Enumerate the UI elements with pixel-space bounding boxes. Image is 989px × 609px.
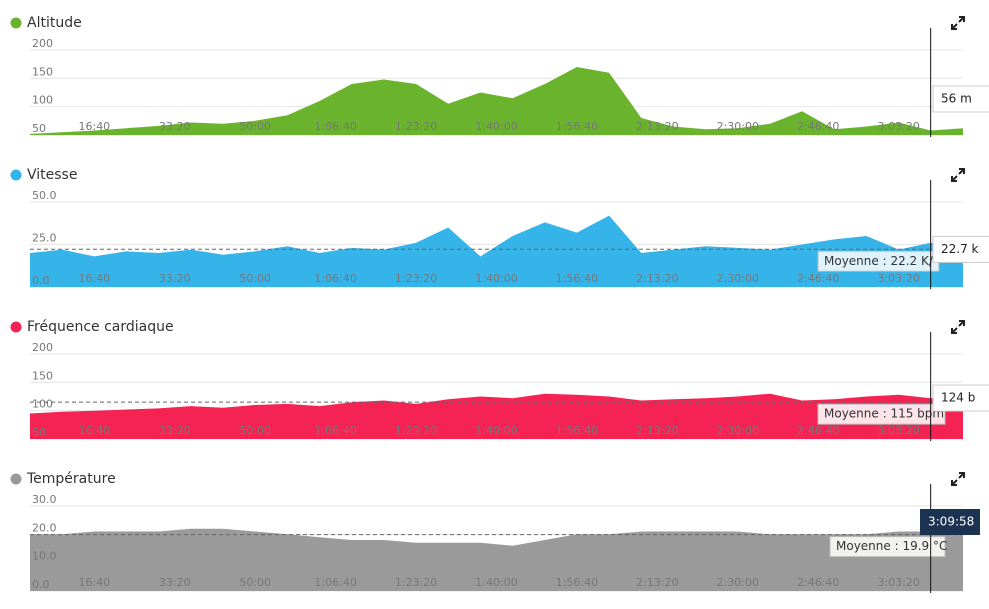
x-tick-label: 1:40:00 [475,576,517,589]
x-tick-label: 2:30:00 [717,272,759,285]
average-label: Moyenne : 115 bpm [824,407,944,421]
cursor-box [932,235,989,263]
x-tick-label: 33:20 [159,576,191,589]
cursor-label: 124 b [941,391,975,405]
x-tick-label: 1:56:40 [556,424,598,437]
expand-icon [951,320,965,334]
area [30,67,963,135]
chart-title: Fréquence cardiaque [27,319,174,335]
legend-dot [10,17,22,29]
cursor-time-label: 3:09:58 [928,515,974,529]
x-tick-label: 2:46:40 [797,272,839,285]
chart-title: Altitude [27,15,82,31]
cursor-label: 22.7 k [941,242,979,256]
x-tick-label: 1:23:20 [395,424,437,437]
x-tick-label: 2:46:40 [797,120,839,133]
cursor-box [932,85,989,113]
y-tick-label: 0.0 [32,578,50,591]
x-tick-label: 1:06:40 [314,120,356,133]
y-tick-label: 50 [32,426,46,439]
cursor-label: 56 m [941,92,972,106]
average-box [817,403,946,425]
average-label: Moyenne : 19.9 °C [836,539,947,553]
y-tick-label: 20.0 [32,521,57,534]
area [30,215,963,287]
x-tick-label: 16:40 [78,120,110,133]
y-tick-label: 0.0 [32,274,50,287]
x-tick-label: 2:46:40 [797,576,839,589]
chart-panel: Altitude 50 100 150 200 16:40 33:20 50:00 1:06:4… [10,15,989,137]
average-box [829,536,946,558]
x-tick-label: 2:13:20 [636,576,678,589]
x-tick-label: 1:06:40 [314,272,356,285]
x-tick-label: 1:56:40 [556,576,598,589]
x-tick-label: 50:00 [239,272,271,285]
x-tick-label: 1:56:40 [556,120,598,133]
legend-dot [10,473,22,485]
cursor-time-box [920,509,980,535]
average-label: Moyenne : 22.2 K/ [824,254,934,268]
y-tick-label: 100 [32,398,53,411]
x-tick-label: 50:00 [239,120,271,133]
x-tick-label: 2:13:20 [636,424,678,437]
y-tick-label: 10.0 [32,550,57,563]
x-tick-label: 16:40 [78,576,110,589]
x-tick-label: 2:13:20 [636,272,678,285]
expand-button[interactable] [951,472,965,486]
x-tick-label: 1:23:20 [395,272,437,285]
x-tick-label: 1:23:20 [395,120,437,133]
y-tick-label: 150 [32,369,53,382]
x-tick-label: 2:46:40 [797,424,839,437]
expand-button[interactable] [951,320,965,334]
x-tick-label: 1:40:00 [475,272,517,285]
x-tick-label: 33:20 [159,424,191,437]
y-tick-label: 50.0 [32,189,57,202]
cursor-box [932,384,989,412]
x-tick-label: 16:40 [78,272,110,285]
chart-panel: Fréquence cardiaque 50 100 150 200 16:40 33:20… [10,319,989,441]
x-tick-label: 33:20 [159,120,191,133]
legend-dot [10,321,22,333]
area [30,393,963,439]
x-tick-label: 2:30:00 [717,424,759,437]
y-tick-label: 200 [32,37,53,50]
x-tick-label: 2:30:00 [717,576,759,589]
y-tick-label: 30.0 [32,493,57,506]
x-tick-label: 1:23:20 [395,576,437,589]
x-tick-label: 2:13:20 [636,120,678,133]
y-tick-label: 100 [32,94,53,107]
y-tick-label: 50 [32,122,46,135]
x-tick-label: 1:06:40 [314,424,356,437]
chart-panel: Température 0.0 10.0 20.0 30.0 16:40 33:20 50:0… [10,471,980,593]
x-tick-label: 50:00 [239,576,271,589]
x-tick-label: 1:40:00 [475,424,517,437]
chart-panel: Vitesse 0.0 25.0 50.0 16:40 33:20 50:00 1:06:40… [10,167,989,289]
x-tick-label: 3:03:20 [877,272,919,285]
expand-icon [951,16,965,30]
expand-button[interactable] [951,168,965,182]
x-tick-label: 3:03:20 [877,120,919,133]
x-tick-label: 50:00 [239,424,271,437]
expand-icon [951,472,965,486]
x-tick-label: 33:20 [159,272,191,285]
x-tick-label: 1:56:40 [556,272,598,285]
x-tick-label: 3:03:20 [877,424,919,437]
y-tick-label: 150 [32,65,53,78]
x-tick-label: 1:06:40 [314,576,356,589]
x-tick-label: 2:30:00 [717,120,759,133]
x-tick-label: 3:03:20 [877,576,919,589]
expand-button[interactable] [951,16,965,30]
chart-title: Température [26,471,116,487]
chart-title: Vitesse [27,167,77,183]
x-tick-label: 1:40:00 [475,120,517,133]
x-tick-label: 16:40 [78,424,110,437]
legend-dot [10,169,22,181]
expand-icon [951,168,965,182]
area [30,528,963,591]
y-tick-label: 200 [32,341,53,354]
y-tick-label: 25.0 [32,232,57,245]
